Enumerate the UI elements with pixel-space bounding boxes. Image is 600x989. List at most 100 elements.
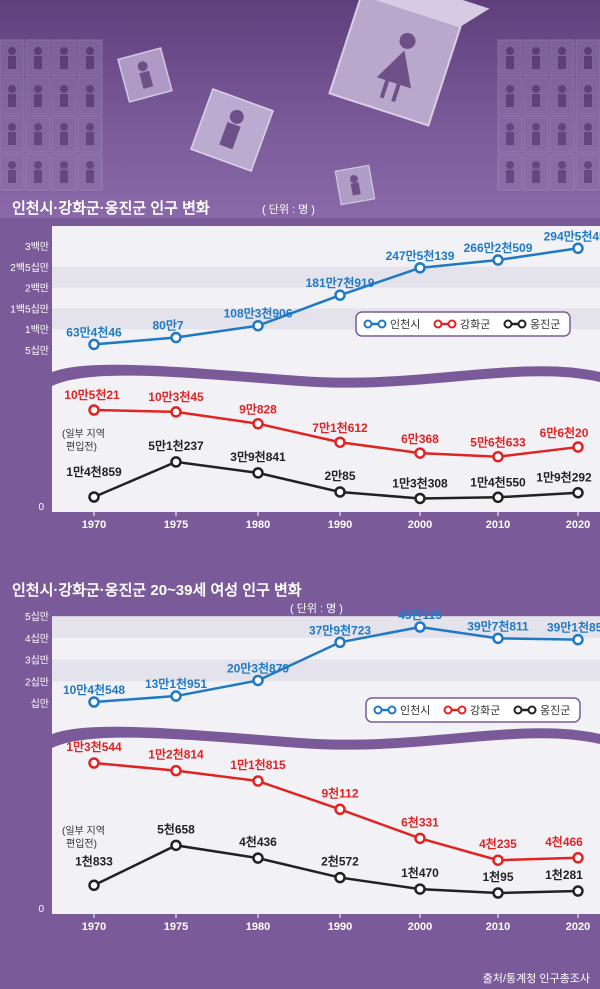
legend-incheon-marker [363,319,373,329]
wall-box [497,77,523,115]
person-icon [584,123,592,145]
person-icon [86,161,94,183]
wall-box [25,115,51,153]
note-line: (일부 지역 [62,428,105,440]
y-tick-label: 십만 [31,698,49,710]
header-illustration [0,0,600,218]
person-icon [584,47,592,69]
legend-ongjin-marker [513,705,523,715]
legend: 인천시 강화군 옹진군 [365,697,581,723]
x-tick-label: 2020 [566,921,590,933]
ongjin-data-label: 4천436 [239,834,277,849]
wall-box [575,39,600,77]
y-tick-label: 3백만 [25,241,49,253]
ongjin-point [170,839,182,852]
wall-box [523,77,549,115]
x-tick-label: 1975 [164,921,188,933]
ganghwa-data-label: 4천235 [479,836,517,851]
note-line: 편입전) [66,440,97,453]
cube-large [328,0,490,127]
cube-small-3 [334,164,376,206]
ganghwa-point [414,832,426,845]
woman-icon [376,32,416,103]
y-tick-label: 1백5십만 [10,303,49,315]
ongjin-point [492,491,504,504]
ganghwa-point [252,417,264,430]
person-icon [8,47,16,69]
incheon-data-label: 45만115 [398,607,442,622]
incheon-data-label: 13만1천951 [145,676,207,691]
chart-2-unit: ( 단위 : 명 ) [290,602,343,615]
incheon-point [572,242,584,255]
incheon-point [170,690,182,702]
x-tick-label: 1990 [328,921,352,933]
y-tick-label: 0 [38,904,44,915]
chart-1-title: 인천시·강화군·옹진군 인구 변화 [12,199,210,217]
incheon-data-label: 294만5천454 [544,228,600,243]
cube-small-1 [117,47,173,103]
incheon-point [334,289,346,301]
ongjin-data-label: 1만4천859 [66,464,122,479]
y-tick-label: 4십만 [25,633,49,645]
person-icon [60,123,68,145]
incheon-data-label: 39만7천811 [467,618,529,633]
ongjin-data-label: 1천95 [482,869,513,884]
ongjin-point [572,885,584,897]
person-icon [506,123,514,145]
incheon-data-label: 80만7 [152,318,183,333]
grid-band [52,659,600,682]
ganghwa-data-label: 6만368 [401,431,439,446]
person-icon [86,47,94,69]
incheon-point [414,621,426,633]
ganghwa-data-label: 10만5천21 [64,387,120,402]
incheon-point [414,262,426,274]
incheon-point [88,696,100,708]
ganghwa-point [492,450,504,463]
legend-incheon-label: 인천시 [400,703,430,717]
x-tick-label: 2000 [408,519,432,531]
ganghwa-data-label: 6만6천20 [540,425,589,440]
legend: 인천시 강화군 옹진군 [355,311,571,337]
incheon-data-label: 37만9천723 [309,622,371,637]
person-icon [532,161,540,183]
person-icon [532,123,540,145]
lower-panel [52,375,600,512]
ganghwa-point [170,764,182,777]
person-icon [558,85,566,107]
legend-box [355,311,571,337]
legend-ongjin-marker [503,319,513,329]
ganghwa-data-label: 6천331 [401,814,439,829]
person-icon [34,85,42,107]
ongjin-point [414,883,426,895]
person-icon [34,161,42,183]
ongjin-point [572,486,584,499]
chart-1: 인천시·강화군·옹진군 인구 변화 ( 단위 : 명 ) 5십만 1백만 1백5십만… [10,199,600,531]
wall-box [0,115,25,153]
ongjin-data-label: 1만9천292 [536,470,592,485]
incheon-point [252,674,264,687]
ganghwa-point [572,441,584,453]
chart-2-title: 인천시·강화군·옹진군 20~39세 여성 인구 변화 [12,581,302,599]
incheon-data-label: 63만4천46 [66,324,122,339]
ongjin-point [88,491,100,503]
ganghwa-data-label: 4천466 [545,834,583,849]
x-tick-label: 1990 [328,519,352,531]
incheon-data-label: 20만3천879 [227,660,289,675]
legend-ganghwa-label: 강화군 [460,318,490,331]
person-icon [506,47,514,69]
ongjin-point [334,486,346,498]
ganghwa-data-label: 5만6천633 [470,435,526,450]
note-line: 편입전) [66,837,97,850]
legend-ongjin-marker [527,705,537,715]
ganghwa-data-label: 7만1천612 [312,420,368,435]
ganghwa-data-label: 9천112 [321,785,358,800]
legend-incheon-marker [387,705,397,715]
person-icon [558,47,566,69]
note-line: (일부 지역 [62,825,105,837]
x-tick-label: 1980 [246,921,270,933]
grid-band [52,266,600,288]
legend-ganghwa-marker [433,319,443,329]
x-tick-label: 2010 [486,921,510,933]
person-icon [34,47,42,69]
